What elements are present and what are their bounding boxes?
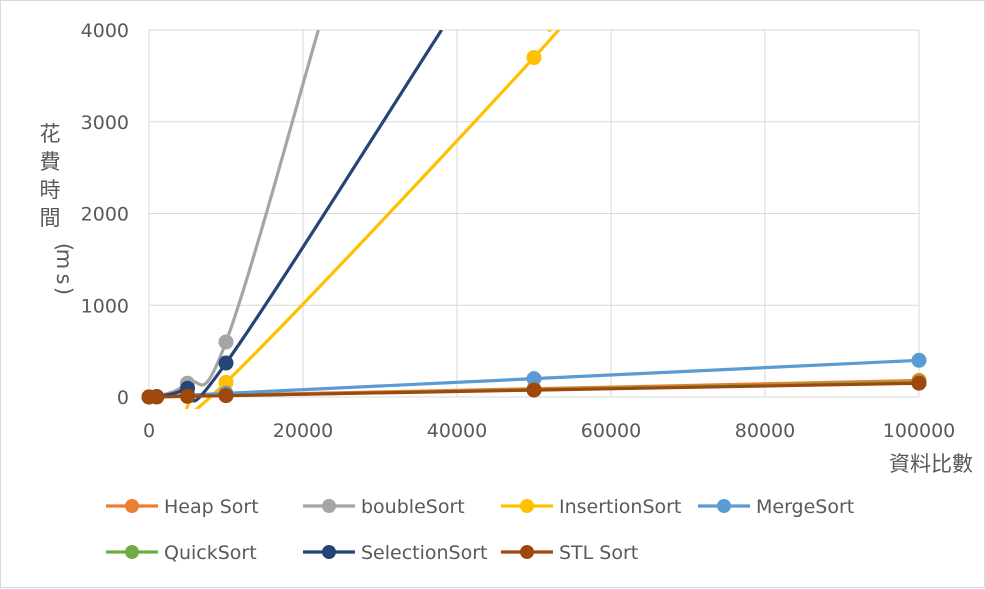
y-axis-title-char: ) xyxy=(52,287,76,295)
series-stl-sort xyxy=(141,375,927,405)
legend-item: InsertionSort xyxy=(501,496,681,518)
y-axis-title-char: ( xyxy=(52,243,76,251)
data-point xyxy=(218,355,234,371)
data-point xyxy=(911,352,927,368)
legend-marker xyxy=(322,499,336,513)
data-point xyxy=(218,388,234,404)
legend-item: SelectionSort xyxy=(303,542,488,564)
x-tick-label: 80000 xyxy=(735,420,795,442)
data-point xyxy=(526,50,542,66)
legend-label: SelectionSort xyxy=(361,542,488,564)
y-tick-label: 0 xyxy=(117,387,129,409)
data-point xyxy=(149,389,165,405)
x-tick-label: 20000 xyxy=(273,420,333,442)
legend-label: QuickSort xyxy=(164,542,257,564)
legend: Heap Sort boubleSort InsertionSort MergeSor… xyxy=(106,496,854,564)
data-point xyxy=(218,334,234,350)
data-point xyxy=(526,382,542,398)
data-point xyxy=(180,388,195,404)
plot-area xyxy=(141,30,927,409)
series-boublesort xyxy=(141,30,320,405)
series-line xyxy=(148,30,561,409)
legend-marker xyxy=(717,499,731,513)
series-insertionsort xyxy=(141,30,561,409)
legend-label: InsertionSort xyxy=(559,496,681,518)
series-selectionsort xyxy=(141,30,443,405)
y-axis-title-char: m xyxy=(52,249,76,269)
legend-marker xyxy=(125,545,139,559)
legend-label: MergeSort xyxy=(756,496,854,518)
x-tick-label: 100000 xyxy=(883,420,956,442)
legend-marker xyxy=(125,499,139,513)
y-tick-label: 2000 xyxy=(81,204,129,226)
gridlines xyxy=(148,29,920,398)
legend-label: boubleSort xyxy=(361,496,465,518)
y-axis-title-char: 費 xyxy=(40,150,61,174)
legend-label: Heap Sort xyxy=(164,496,259,518)
legend-item: STL Sort xyxy=(501,542,638,564)
legend-marker xyxy=(322,545,336,559)
series-line xyxy=(148,30,443,403)
legend-item: MergeSort xyxy=(698,496,854,518)
data-point xyxy=(911,375,927,391)
legend-label: STL Sort xyxy=(559,542,638,564)
y-axis-title-char: s xyxy=(52,274,76,285)
y-tick-label: 1000 xyxy=(81,295,129,317)
y-axis-title-char: 時 xyxy=(40,178,61,202)
y-axis-title-char: 間 xyxy=(40,206,61,230)
x-tick-label: 0 xyxy=(143,420,155,442)
x-tick-label: 60000 xyxy=(581,420,641,442)
y-tick-label: 4000 xyxy=(81,20,129,42)
legend-item: Heap Sort xyxy=(106,496,259,518)
y-tick-label: 3000 xyxy=(81,112,129,134)
legend-marker xyxy=(520,499,534,513)
x-tick-label: 40000 xyxy=(427,420,487,442)
x-axis-title: 資料比數 xyxy=(889,452,973,476)
legend-marker xyxy=(520,545,534,559)
legend-item: boubleSort xyxy=(303,496,465,518)
y-axis-title-char: 花 xyxy=(40,122,61,146)
legend-item: QuickSort xyxy=(106,542,257,564)
